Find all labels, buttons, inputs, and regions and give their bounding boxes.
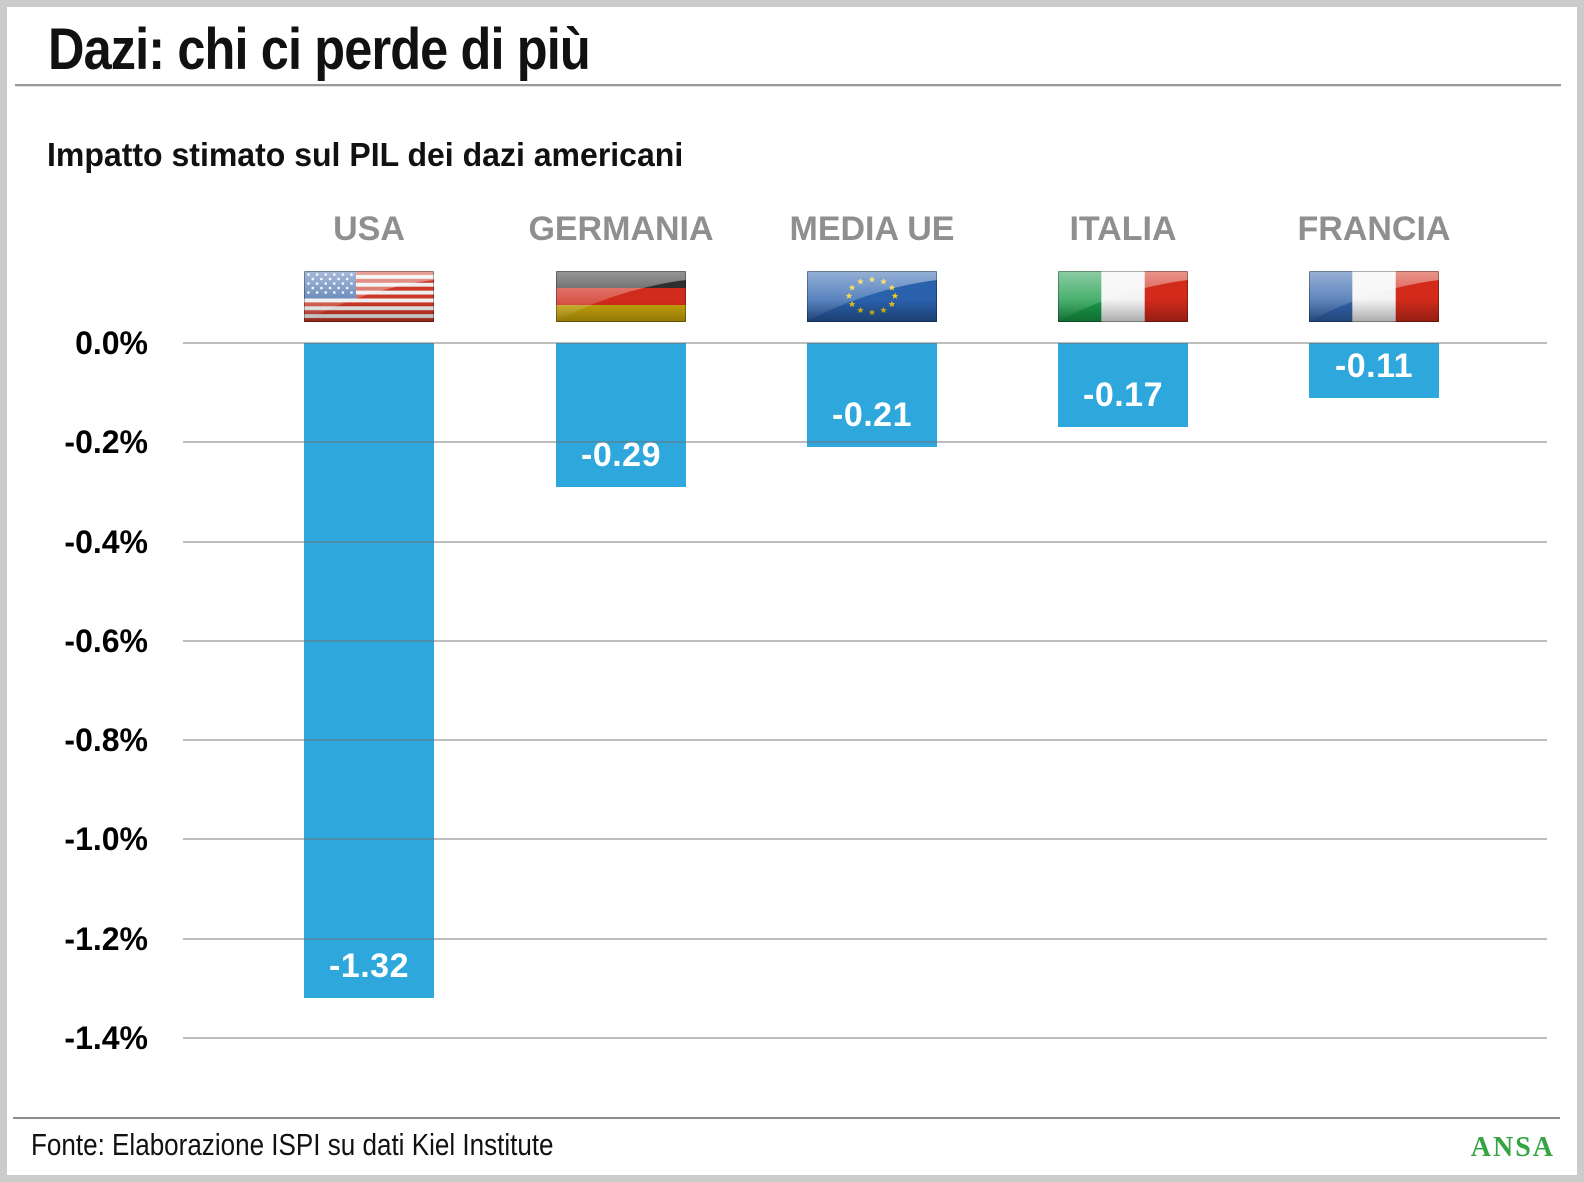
gridline-1.2 xyxy=(183,938,1547,940)
eu-flag-icon xyxy=(807,271,937,322)
gridline-0.0 xyxy=(183,342,1547,344)
bar-value-francia: -0.11 xyxy=(1334,347,1414,385)
ytick-0.8: -0.8% xyxy=(64,722,148,758)
title-divider xyxy=(15,84,1561,86)
bar-value-media-ue: -0.21 xyxy=(832,396,912,434)
bar-value-germania: -0.29 xyxy=(581,436,661,474)
ytick-0.0: 0.0% xyxy=(75,325,148,361)
column-header-italia: ITALIA xyxy=(1069,210,1177,248)
ytick-1.2: -1.2% xyxy=(64,921,148,957)
ansa-logo: ANSA xyxy=(1470,1132,1555,1163)
gridline-1.4 xyxy=(183,1037,1547,1039)
ytick-0.4: -0.4% xyxy=(64,524,148,560)
bar-media-ue: -0.21 xyxy=(807,343,937,447)
italy-flag-icon xyxy=(1058,271,1188,322)
gridline-0.6 xyxy=(183,640,1547,642)
ytick-1.0: -1.0% xyxy=(64,821,148,857)
germany-flag-icon xyxy=(556,271,686,322)
bar-value-usa: -1.32 xyxy=(329,947,409,985)
page-title: Dazi: chi ci perde di più xyxy=(48,17,591,82)
bar-value-italia: -0.17 xyxy=(1083,376,1163,414)
bar-francia: -0.11 xyxy=(1309,343,1439,398)
ytick-1.4: -1.4% xyxy=(64,1020,148,1056)
bar-usa: -1.32 xyxy=(304,343,434,998)
column-header-germania: GERMANIA xyxy=(528,210,714,248)
footer-divider xyxy=(13,1117,1560,1119)
column-header-media-ue: MEDIA UE xyxy=(789,210,955,248)
bar-germania: -0.29 xyxy=(556,343,686,487)
ytick-0.2: -0.2% xyxy=(64,424,148,460)
ytick-0.6: -0.6% xyxy=(64,623,148,659)
bar-italia: -0.17 xyxy=(1058,343,1188,427)
column-header-usa: USA xyxy=(333,210,405,248)
source-credit: Fonte: Elaborazione ISPI su dati Kiel In… xyxy=(31,1127,554,1162)
usa-flag-icon xyxy=(304,271,434,322)
gridline-0.8 xyxy=(183,739,1547,741)
france-flag-icon xyxy=(1309,271,1439,322)
gridline-0.2 xyxy=(183,441,1547,443)
column-header-francia: FRANCIA xyxy=(1297,210,1451,248)
gridline-0.4 xyxy=(183,541,1547,543)
chart-subtitle: Impatto stimato sul PIL dei dazi america… xyxy=(47,136,684,173)
gridline-1.0 xyxy=(183,838,1547,840)
